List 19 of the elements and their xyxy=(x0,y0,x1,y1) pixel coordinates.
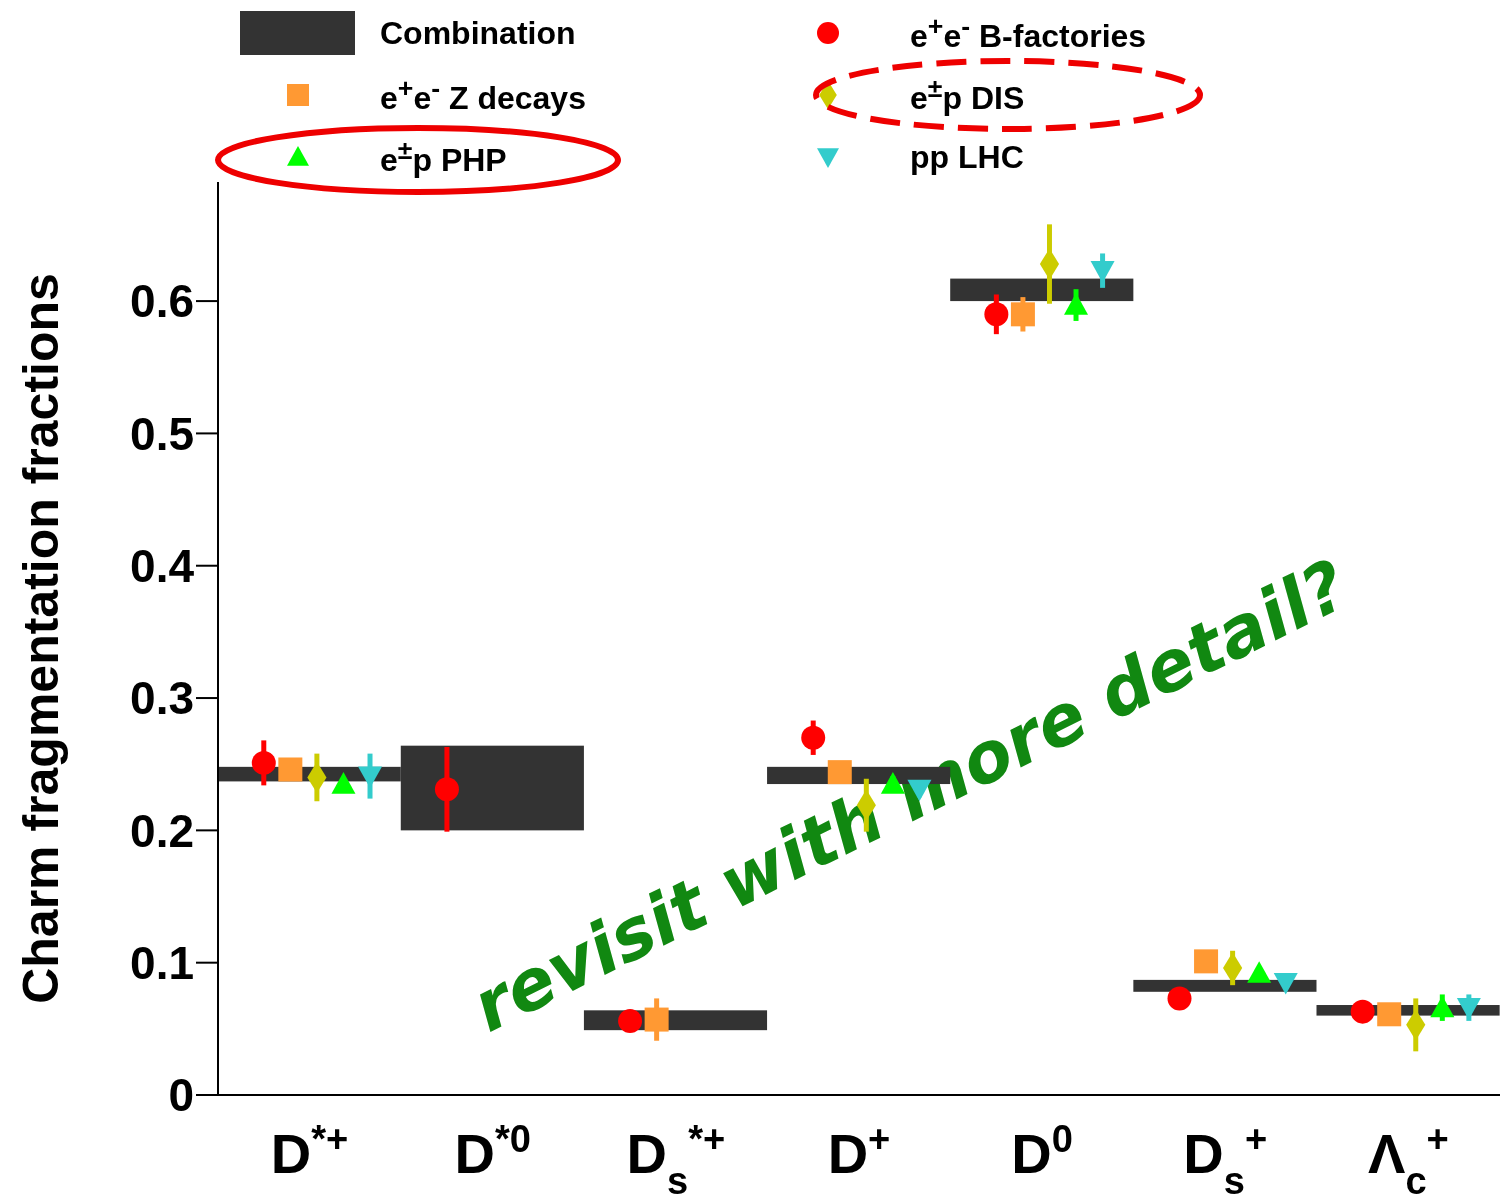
y-tick-label: 0.1 xyxy=(130,937,194,990)
y-tick-label: 0.6 xyxy=(130,275,194,328)
legend-label: e$^{±}$p PHP xyxy=(380,135,507,179)
legend-label: e$^{+}$e$^{-}$ B-factories xyxy=(910,11,1147,55)
y-tick-label: 0 xyxy=(168,1069,194,1122)
x-tick-label: D$^{+}$ xyxy=(827,1118,891,1185)
y-tick-label: 0.3 xyxy=(130,672,194,725)
y-tick-label: 0.5 xyxy=(130,407,194,460)
legend-label: pp LHC xyxy=(910,138,1024,176)
y-tick-label: 0.4 xyxy=(130,540,195,593)
x-tick-label: D$^{*0}$ xyxy=(454,1118,531,1185)
legend-label: e$^{±}$p DIS xyxy=(910,73,1025,117)
y-axis-title: Charm fragmentation fractions xyxy=(13,273,69,1004)
x-tick-label: D$^{*+}$ xyxy=(270,1118,349,1185)
legend-label: Combination xyxy=(380,14,576,52)
x-tick-label: D$^{0}$ xyxy=(1011,1118,1073,1185)
legend-label: e$^{+}$e$^{-}$ Z decays xyxy=(380,73,586,117)
bar xyxy=(950,278,1134,302)
y-tick-label: 0.2 xyxy=(130,804,194,857)
